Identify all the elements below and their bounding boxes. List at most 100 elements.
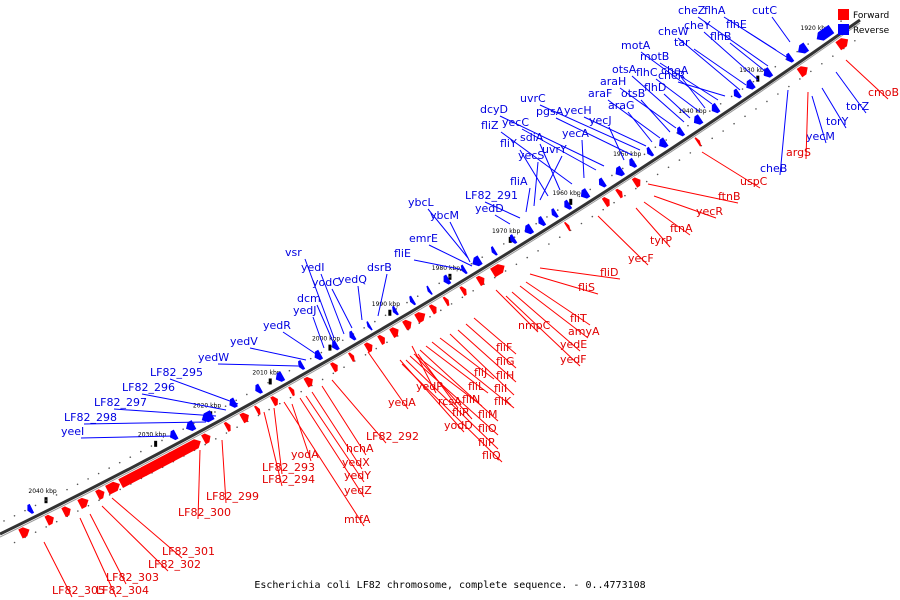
legend: Forward Reverse (838, 9, 890, 36)
reverse-gene-label: fliZ (481, 119, 499, 132)
reverse-gene-label: tar (674, 36, 690, 49)
forward-gene-label: fliL (468, 380, 485, 393)
forward-leader-line (299, 397, 365, 498)
tick-label: 1970 kbp (492, 228, 520, 235)
tick-label: 1980 kbp (432, 265, 460, 272)
forward-leader-line (43, 541, 73, 598)
scale-dot (429, 316, 431, 318)
reverse-leader-line (519, 149, 549, 197)
scale-dot (224, 405, 227, 407)
reverse-gene-arrow (490, 246, 498, 256)
scale-dot (537, 250, 539, 252)
reverse-leader-line (655, 78, 701, 113)
forward-leader-line (511, 291, 581, 352)
scale-dot (108, 467, 110, 469)
scale-dot (733, 122, 735, 125)
reverse-leader-line (811, 95, 827, 144)
reverse-gene-label: yodC (312, 276, 340, 289)
reverse-gene-label: otsB (621, 87, 645, 100)
reverse-gene-label: fliE (394, 247, 411, 260)
scale-dot (204, 443, 206, 446)
reverse-gene-arrow (349, 330, 357, 341)
scale-dot (558, 236, 561, 239)
scale-dot (461, 296, 464, 299)
reverse-gene-label: sdiA (520, 131, 544, 144)
forward-gene-label: LF82_300 (178, 506, 231, 519)
reverse-gene-label: flhA (704, 4, 726, 17)
reverse-gene-arrow (275, 371, 286, 382)
map-caption: Escherichia coli LF82 chromosome, comple… (254, 580, 645, 591)
forward-gene-arrow (796, 66, 808, 78)
reverse-gene-label: yecJ (589, 114, 612, 127)
reverse-gene-label: cheZ (678, 4, 706, 17)
scale-dot (711, 137, 713, 140)
scale-dot (578, 195, 581, 198)
scale-dot (744, 115, 746, 118)
forward-gene-label: yedE (560, 338, 587, 351)
scale-dot (665, 139, 668, 141)
forward-gene-arrow (402, 319, 412, 331)
tick-label: 1990 kbp (372, 301, 400, 308)
forward-gene-label: yodD (444, 419, 473, 432)
forward-gene-label: fliO (478, 422, 497, 435)
scale-dot (406, 301, 408, 304)
reverse-leader-line (693, 48, 747, 86)
reverse-gene-arrow (201, 410, 215, 423)
forward-leader-line (321, 385, 367, 456)
reverse-gene-label: pgsA (536, 105, 564, 118)
scale-dot (788, 85, 790, 88)
scale-dot (140, 450, 142, 453)
forward-leader-line (845, 59, 889, 100)
scale-dot (752, 80, 755, 83)
forward-gene-arrow (223, 421, 231, 432)
reverse-gene-label: araG (608, 99, 635, 112)
scale-dot (440, 309, 442, 312)
reverse-leader-line (282, 331, 317, 355)
forward-leader-line (101, 505, 169, 572)
reverse-gene-label: torZ (846, 100, 870, 113)
scale-dot (300, 390, 302, 393)
scale-dot (13, 514, 16, 517)
scale-dot (687, 124, 689, 127)
forward-gene-label: LF82_301 (162, 545, 215, 558)
scale-dot (708, 110, 711, 112)
forward-leader-line (283, 401, 365, 527)
scale-dot (309, 357, 312, 360)
tick-mark (756, 75, 760, 82)
reverse-leader-line (539, 104, 641, 151)
reverse-gene-arrow (798, 42, 810, 54)
reverse-leader-line (499, 115, 605, 167)
reverse-leader-line (539, 155, 563, 201)
reverse-gene-arrow (186, 420, 197, 431)
reverse-gene-label: torY (826, 115, 849, 128)
reverse-gene-label: yedJ (293, 304, 317, 317)
scale-dot (97, 472, 100, 475)
forward-leader-line (529, 273, 599, 295)
scale-dot (580, 222, 583, 225)
forward-gene-arrow (118, 466, 149, 488)
scale-dot (364, 354, 367, 356)
scale-dot (799, 78, 801, 80)
forward-gene-arrow (239, 412, 249, 424)
reverse-leader-line (80, 435, 175, 439)
forward-gene-arrow (377, 334, 385, 345)
forward-gene-label: fliF (496, 341, 512, 354)
forward-gene-label: rcsA (438, 395, 462, 408)
scale-dot (384, 314, 387, 317)
reverse-leader-line (427, 208, 469, 259)
reverse-leader-line (729, 42, 771, 76)
forward-leader-line (465, 323, 517, 369)
forward-leader-line (431, 341, 515, 409)
scale-dot (493, 276, 496, 279)
scale-dot (556, 209, 559, 211)
scale-dot (450, 303, 453, 305)
forward-leader-line (495, 289, 539, 333)
scale-dot (840, 20, 842, 22)
reverse-leader-line (659, 62, 719, 101)
scale-dot (288, 369, 291, 372)
reverse-gene-label: araF (588, 87, 612, 100)
reverse-gene-label: fliA (510, 175, 528, 188)
forward-gene-arrow (389, 327, 399, 338)
forward-leader-line (111, 497, 183, 559)
reverse-gene-arrow (786, 52, 795, 63)
